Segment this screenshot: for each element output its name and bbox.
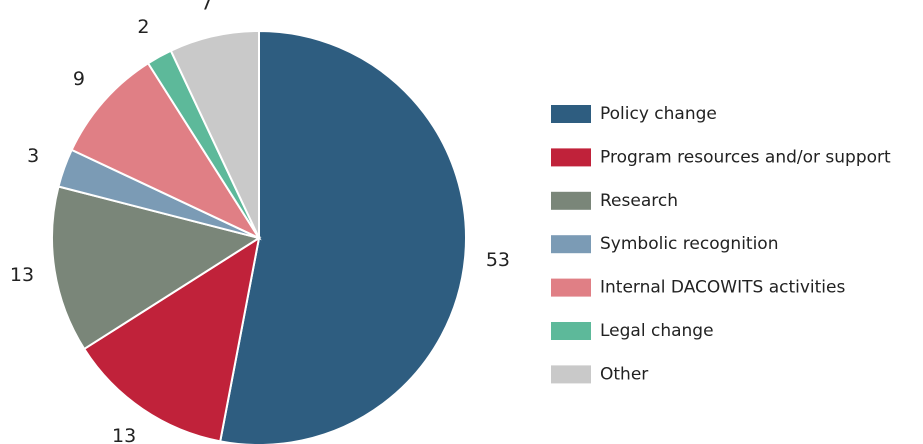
legend-swatch: [551, 235, 591, 254]
legend-swatch: [551, 278, 591, 297]
legend-label: Other: [600, 364, 648, 384]
pie-slice: [70, 61, 262, 241]
data-label: 7: [201, 0, 213, 14]
legend-label: Symbolic recognition: [600, 234, 778, 254]
legend-label: Legal change: [600, 321, 714, 341]
legend-label: Policy change: [600, 104, 717, 124]
pie-slice: [82, 235, 261, 443]
legend-swatch: [551, 191, 591, 210]
data-label: 2: [137, 16, 149, 38]
data-label: 13: [112, 425, 136, 444]
data-label: 9: [73, 68, 85, 90]
legend-swatch: [551, 365, 591, 384]
legend-swatch: [551, 105, 591, 123]
pie-slice: [51, 185, 262, 351]
pie-slice: [219, 29, 467, 444]
legend-label: Internal DACOWITS activities: [600, 278, 845, 298]
legend-label: Program resources and/or support: [600, 147, 891, 167]
legend-swatch: [551, 322, 591, 340]
pie-slice: [169, 29, 260, 239]
data-label: 53: [486, 249, 510, 271]
legend-swatch: [551, 148, 591, 167]
legend-label: Research: [600, 191, 678, 211]
data-label: 3: [27, 145, 39, 167]
data-label: 13: [10, 264, 34, 286]
